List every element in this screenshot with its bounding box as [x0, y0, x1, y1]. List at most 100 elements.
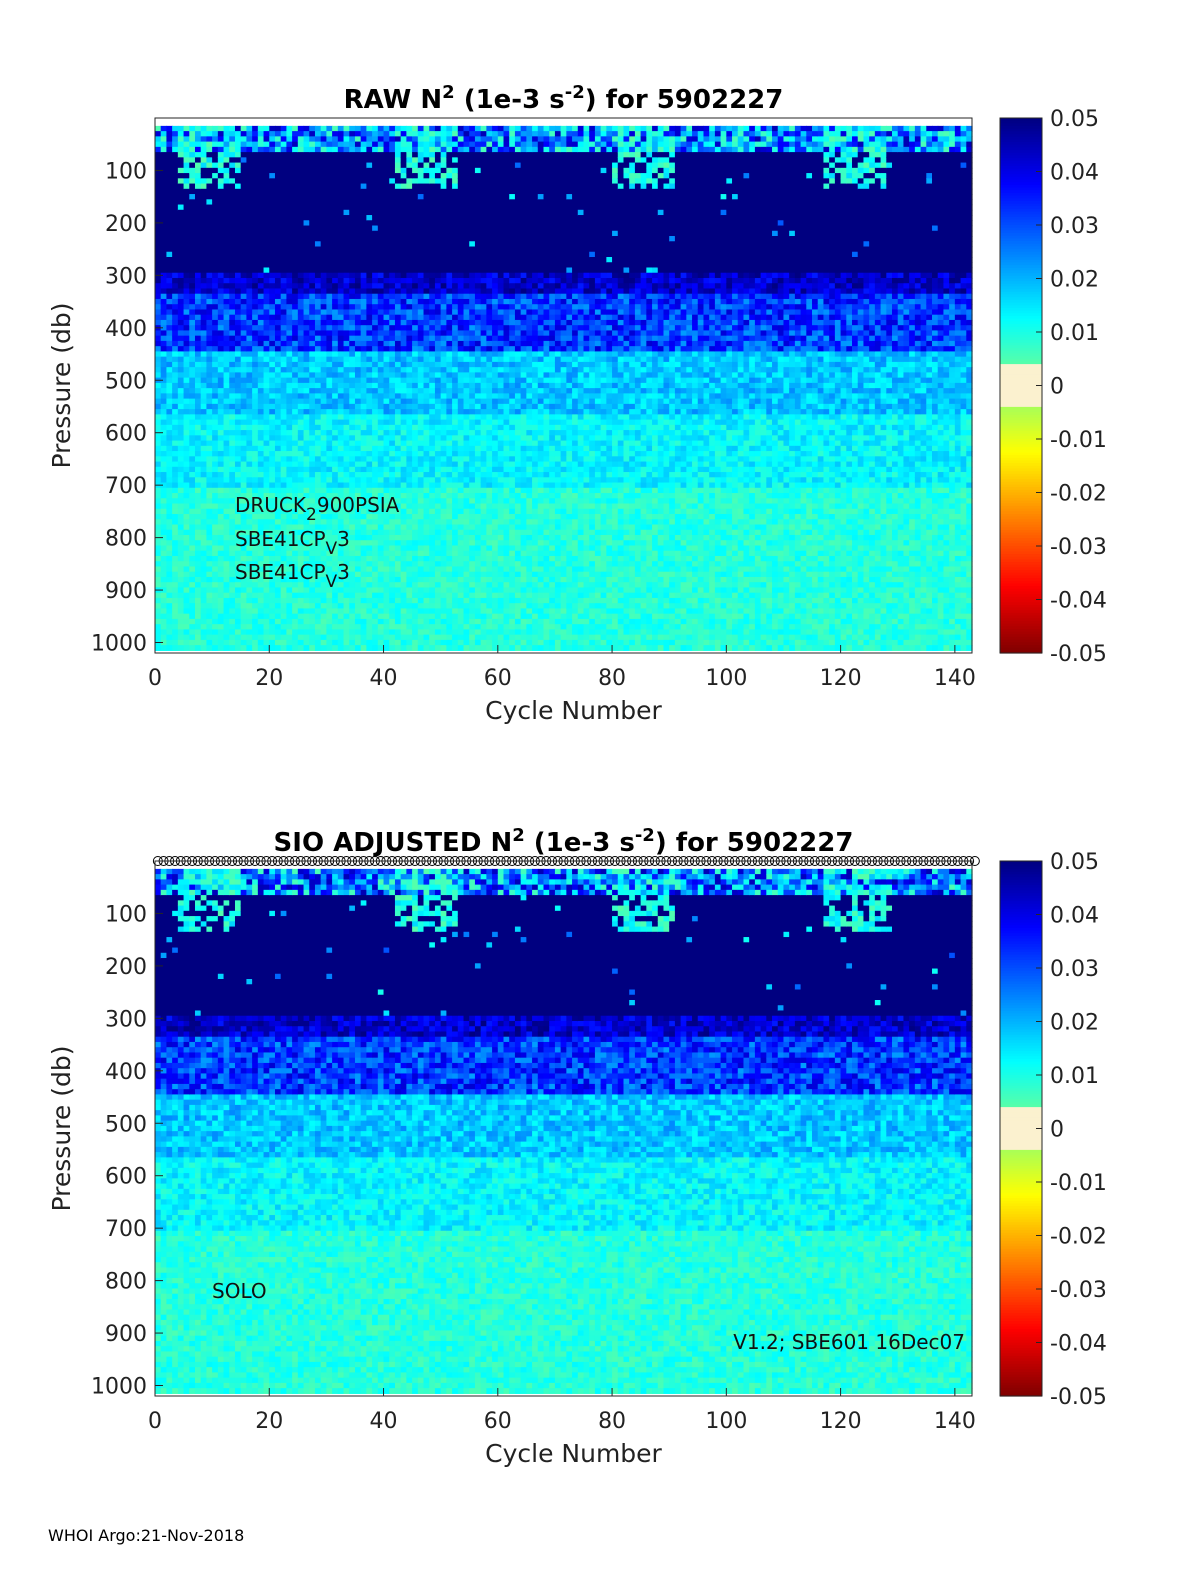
- heatmap-cell: [229, 592, 236, 599]
- heatmap-cell: [303, 382, 310, 389]
- heatmap-cell: [257, 272, 265, 279]
- heatmap-cell: [252, 188, 259, 195]
- heatmap-cell: [377, 194, 385, 200]
- heatmap-cell: [200, 550, 208, 557]
- heatmap-cell: [400, 330, 407, 337]
- heatmap-cell: [366, 372, 373, 379]
- heatmap-cell: [309, 199, 316, 206]
- heatmap-cell: [223, 325, 230, 332]
- heatmap-cell: [423, 629, 430, 636]
- heatmap-cell: [212, 482, 219, 489]
- heatmap-cell: [172, 388, 179, 394]
- heatmap-cell: [412, 519, 419, 526]
- heatmap-cell: [189, 514, 196, 520]
- heatmap-cell: [212, 272, 219, 279]
- heatmap-cell: [337, 283, 345, 290]
- heatmap-cell: [332, 141, 339, 148]
- heatmap-cell: [360, 367, 367, 373]
- heatmap-cell: [400, 393, 407, 400]
- heatmap-cell: [394, 592, 402, 599]
- heatmap-cell: [429, 236, 436, 242]
- heatmap-cell: [194, 403, 202, 410]
- heatmap-cell: [303, 199, 310, 206]
- heatmap-cell: [326, 241, 333, 248]
- heatmap-cell: [194, 173, 202, 179]
- heatmap-cell: [343, 246, 350, 253]
- heatmap-cell: [274, 508, 282, 515]
- heatmap-cell: [394, 146, 402, 153]
- heatmap-cell: [400, 298, 407, 305]
- heatmap-cell: [417, 445, 425, 452]
- heatmap-cell: [343, 582, 350, 589]
- heatmap-cell: [394, 419, 402, 426]
- heatmap-cell: [269, 277, 276, 284]
- heatmap-cell: [177, 555, 185, 562]
- heatmap-cell: [263, 587, 270, 594]
- heatmap-cell: [252, 167, 259, 174]
- heatmap-cell: [326, 393, 333, 400]
- heatmap-cell: [286, 393, 293, 400]
- heatmap-cell: [263, 377, 270, 384]
- heatmap-cell: [354, 167, 362, 174]
- heatmap-cell: [406, 199, 413, 206]
- heatmap-cell: [160, 361, 168, 368]
- heatmap-cell: [417, 639, 425, 646]
- heatmap-cell: [337, 314, 345, 321]
- heatmap-cell: [257, 477, 265, 484]
- heatmap-cell: [303, 225, 310, 232]
- heatmap-cell: [360, 314, 367, 321]
- heatmap-cell: [223, 629, 230, 636]
- heatmap-cell: [286, 372, 293, 379]
- heatmap-cell: [252, 367, 259, 373]
- heatmap-cell: [206, 204, 213, 211]
- heatmap-cell: [343, 319, 350, 326]
- heatmap-cell: [172, 592, 179, 599]
- heatmap-cell: [160, 131, 168, 137]
- heatmap-cell: [417, 624, 425, 630]
- heatmap-cell: [337, 466, 345, 473]
- heatmap-cell: [160, 152, 168, 158]
- heatmap-cell: [383, 493, 390, 499]
- heatmap-cell: [354, 314, 362, 321]
- heatmap-cell: [252, 372, 259, 379]
- heatmap-cell: [177, 587, 185, 594]
- heatmap-cell: [337, 393, 345, 400]
- heatmap-cell: [194, 283, 202, 290]
- heatmap-cell: [217, 230, 225, 237]
- heatmap-cell: [394, 325, 402, 332]
- heatmap-cell: [314, 157, 322, 164]
- heatmap-cell: [194, 162, 202, 169]
- heatmap-cell: [412, 125, 419, 132]
- heatmap-cell: [194, 435, 202, 442]
- heatmap-cell: [354, 456, 362, 463]
- heatmap-cell: [297, 424, 305, 431]
- heatmap-cell: [172, 576, 179, 583]
- heatmap-cell: [246, 298, 253, 305]
- heatmap-cell: [423, 634, 430, 641]
- heatmap-cell: [269, 220, 276, 227]
- heatmap-cell: [412, 466, 419, 473]
- heatmap-cell: [332, 204, 339, 211]
- heatmap-cell: [366, 534, 373, 541]
- heatmap-cell: [406, 157, 413, 164]
- heatmap-cell: [349, 319, 356, 326]
- heatmap-cell: [257, 230, 265, 237]
- heatmap-cell: [286, 419, 293, 426]
- heatmap-cell: [303, 152, 310, 158]
- heatmap-cell: [206, 393, 213, 400]
- heatmap-cell: [412, 487, 419, 494]
- heatmap-cell: [274, 225, 282, 232]
- heatmap-cell: [314, 293, 322, 300]
- heatmap-cell: [434, 267, 442, 274]
- heatmap-cell: [332, 409, 339, 415]
- heatmap-cell: [366, 319, 373, 326]
- heatmap-cell: [406, 131, 413, 137]
- heatmap-cell: [297, 603, 305, 610]
- heatmap-cell: [246, 330, 253, 337]
- heatmap-cell: [274, 482, 282, 489]
- heatmap-cell: [286, 215, 293, 221]
- heatmap-cell: [297, 624, 305, 630]
- heatmap-cell: [314, 534, 322, 541]
- heatmap-cell: [160, 624, 168, 630]
- heatmap-cell: [217, 215, 225, 221]
